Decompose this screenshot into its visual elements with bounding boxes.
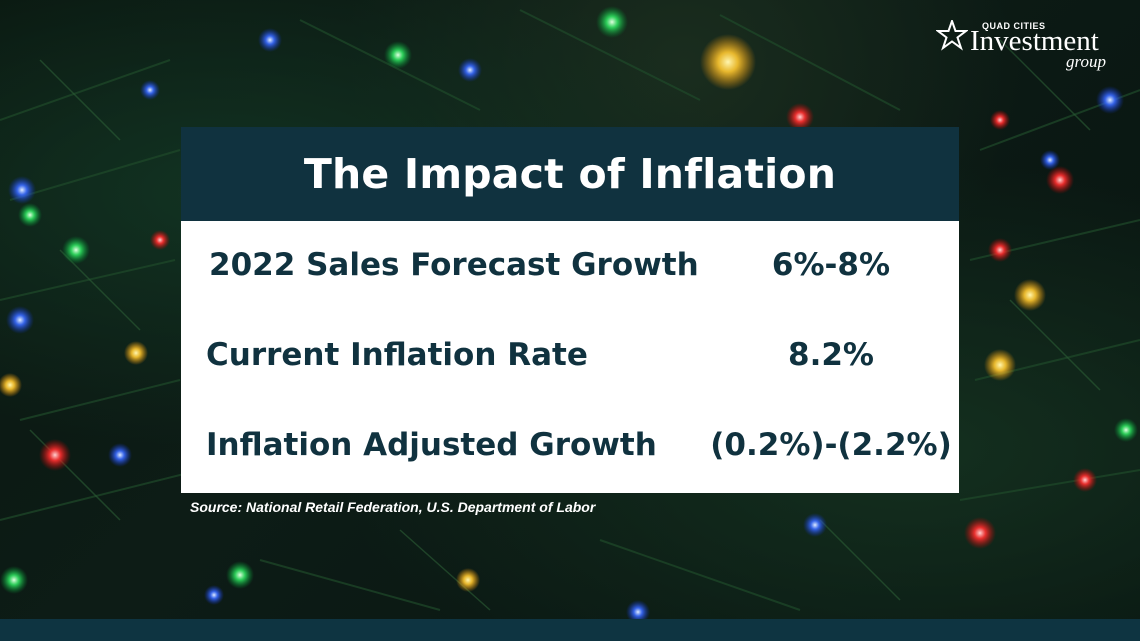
stat-value: (0.2%)-(2.2%)	[710, 427, 952, 463]
stat-label: 2022 Sales Forecast Growth	[209, 247, 699, 283]
company-logo: QUAD CITIES Investment group	[936, 18, 1126, 71]
bottom-bar	[0, 619, 1140, 641]
stat-label: Current Inflation Rate	[206, 337, 588, 373]
star-icon	[936, 20, 968, 51]
stat-row-inflation-rate: Current Inflation Rate 8.2%	[181, 329, 959, 385]
stat-value: 6%-8%	[771, 247, 891, 283]
logo-main-text: Investment	[970, 25, 1099, 57]
source-citation: Source: National Retail Federation, U.S.…	[190, 499, 596, 515]
stat-value: 8.2%	[788, 337, 874, 373]
stat-row-adjusted-growth: Inflation Adjusted Growth (0.2%)-(2.2%)	[181, 419, 959, 475]
card-body: 2022 Sales Forecast Growth 6%-8% Current…	[181, 221, 959, 493]
stat-row-sales-forecast: 2022 Sales Forecast Growth 6%-8%	[181, 239, 959, 295]
card-title: The Impact of Inflation	[303, 150, 837, 198]
logo-small-text: QUAD CITIES	[982, 21, 1046, 31]
inflation-card: The Impact of Inflation 2022 Sales Forec…	[181, 127, 959, 493]
stat-label: Inflation Adjusted Growth	[206, 427, 657, 463]
card-header: The Impact of Inflation	[181, 127, 959, 221]
logo-sub-text: group	[1066, 52, 1106, 71]
